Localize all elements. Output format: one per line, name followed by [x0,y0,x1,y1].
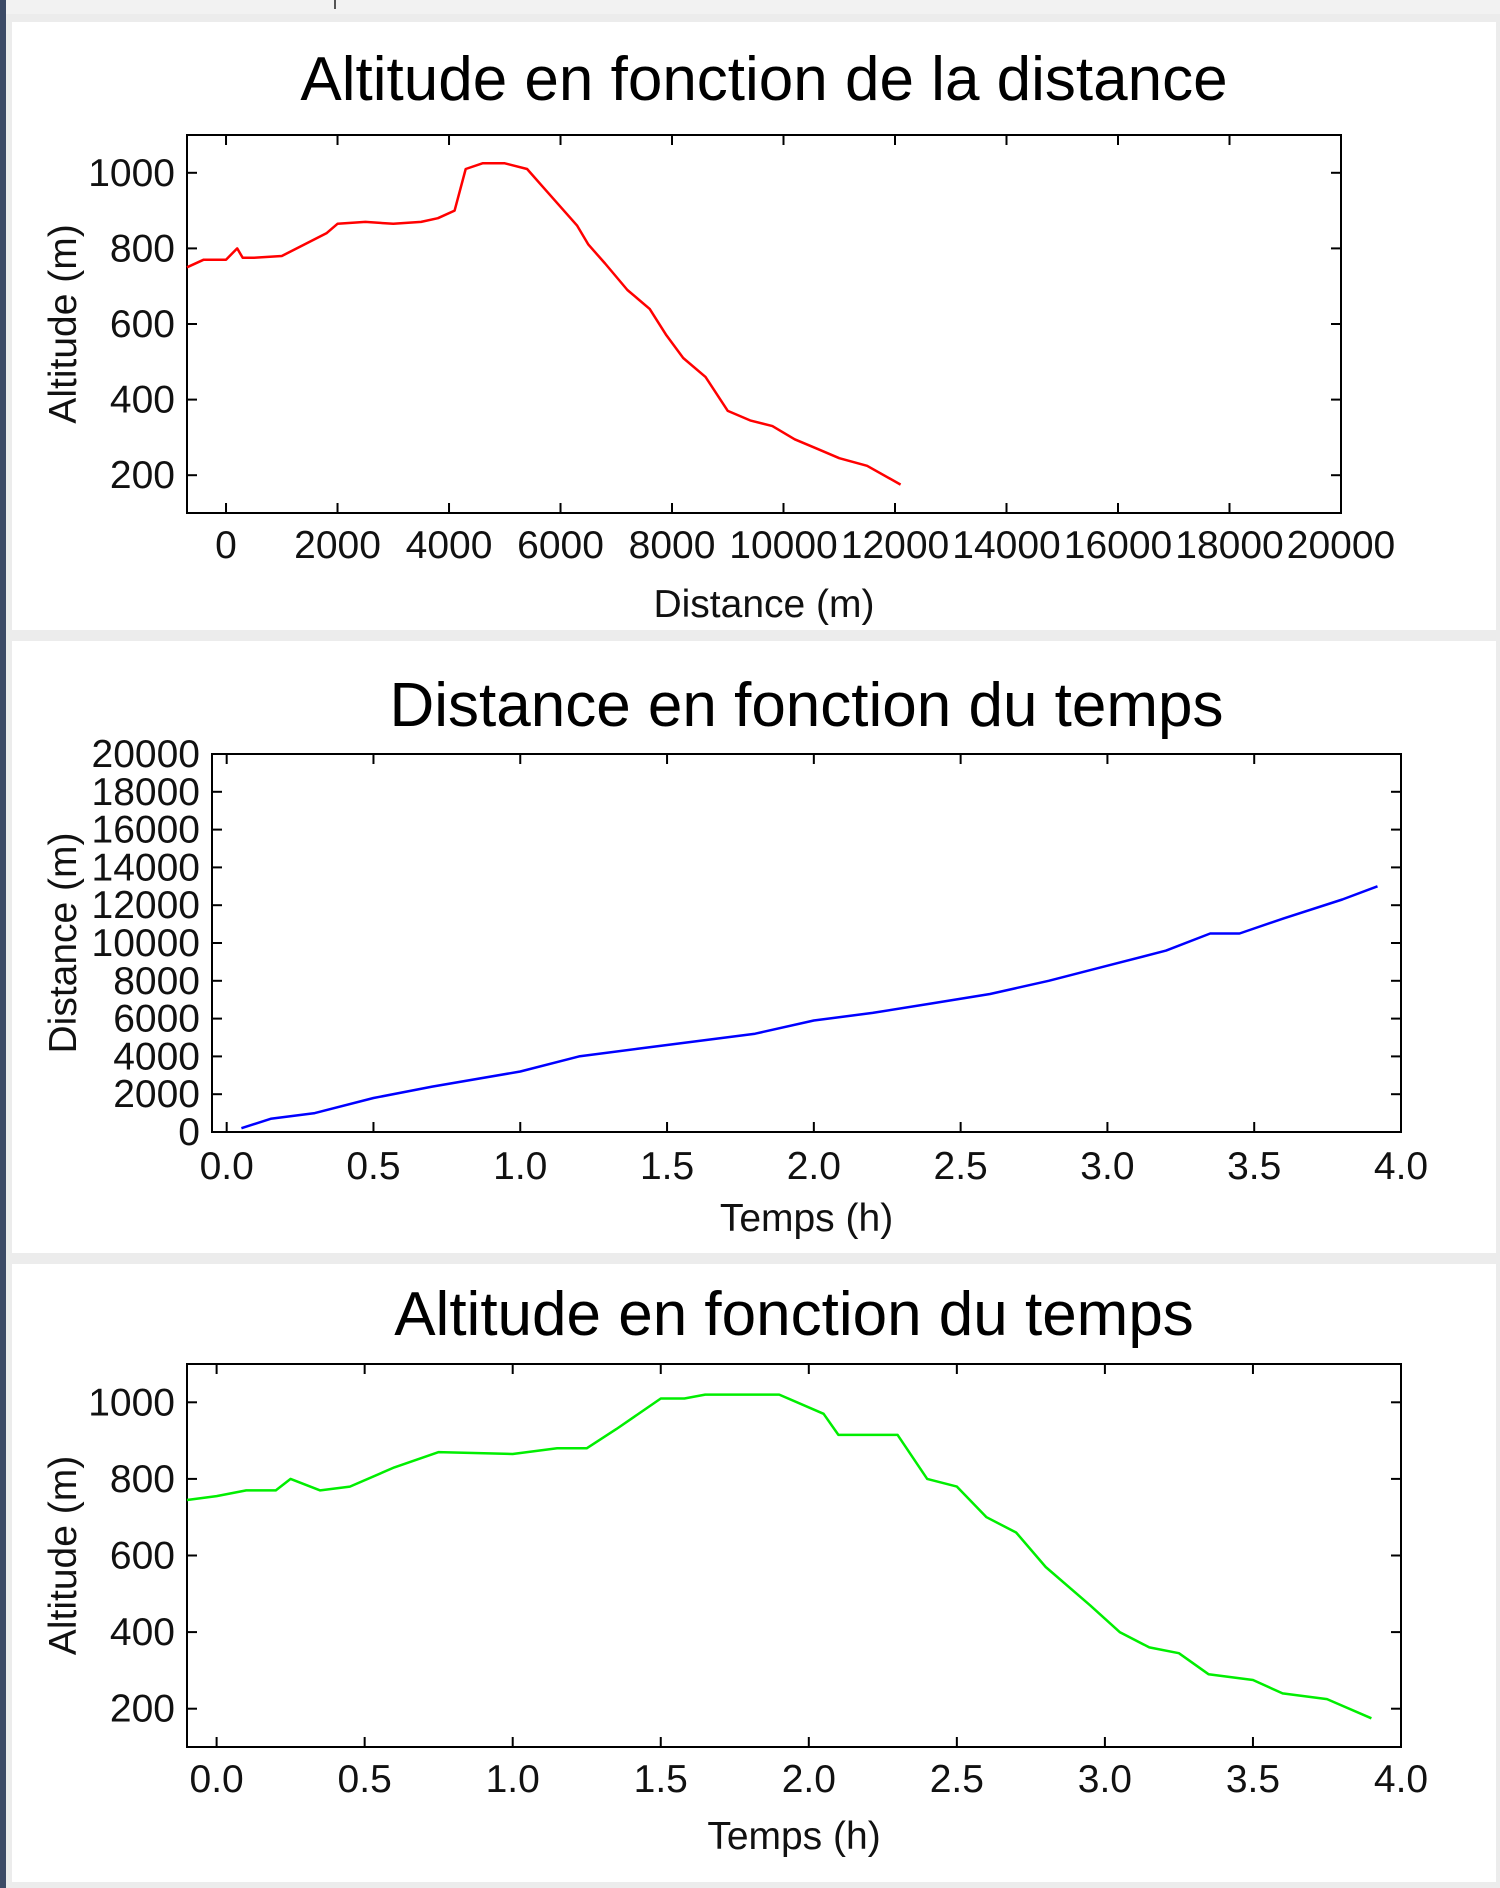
x-axis-label: Temps (h) [707,1815,880,1858]
window-left-edge [0,0,6,1888]
chart-altitude-distance: Altitude en fonction de la distance 0 2000… [42,45,1395,626]
x-tick-label: 0.5 [346,1145,400,1188]
x-tick-label: 3.0 [1080,1145,1134,1188]
chart-panel-altitude-distance: Altitude en fonction de la distance 0 2000… [12,22,1496,630]
x-tick-label: 10000 [729,524,837,567]
x-tick-label: 0.0 [190,1758,244,1801]
x-tick-label: 6000 [517,524,604,567]
plot-area-frame [211,753,1402,1133]
x-tick-label: 3.5 [1227,1145,1281,1188]
chart-title: Distance en fonction du temps [389,671,1223,740]
y-tick-label: 1000 [88,1381,175,1424]
x-axis-label: Temps (h) [720,1197,893,1240]
top-strip [6,0,1500,14]
chart-panel-distance-temps: Distance en fonction du temps 0.0 0.5 1.0 1.… [12,641,1496,1253]
y-tick-label: 4000 [113,1035,200,1078]
y-tick-label: 200 [110,454,175,497]
x-tick-label: 3.5 [1226,1758,1280,1801]
y-axis-label: Altitude (m) [42,224,85,423]
y-tick-label: 200 [110,1688,175,1731]
y-tick-label: 0 [178,1111,200,1154]
x-tick-label: 1.5 [634,1758,688,1801]
x-tick-label: 8000 [629,524,716,567]
x-tick-label: 12000 [841,524,949,567]
data-series-line [241,885,1378,1130]
x-tick-label: 0 [215,524,237,567]
y-tick-label: 400 [110,379,175,422]
y-tick-label: 14000 [92,846,200,889]
y-tick-label: 16000 [92,809,200,852]
x-tick-label: 2000 [294,524,381,567]
x-tick-label: 4.0 [1374,1758,1428,1801]
chart-title: Altitude en fonction du temps [394,1280,1194,1349]
x-tick-label: 1.5 [640,1145,694,1188]
x-tick-label: 2.5 [934,1145,988,1188]
x-tick-label: 3.0 [1078,1758,1132,1801]
data-series-line [186,162,902,486]
x-axis-label: Distance (m) [653,583,874,626]
y-tick-label: 8000 [113,960,200,1003]
y-tick-label: 12000 [92,884,200,927]
plot-area-frame [186,134,1342,514]
chart-title: Altitude en fonction de la distance [300,45,1227,114]
x-tick-label: 4.0 [1374,1145,1428,1188]
x-tick-label: 16000 [1064,524,1172,567]
x-tick-label: 2.5 [930,1758,984,1801]
y-tick-label: 6000 [113,998,200,1041]
y-tick-label: 20000 [92,733,200,776]
x-tick-label: 18000 [1175,524,1283,567]
x-tick-label: 1.0 [493,1145,547,1188]
y-tick-label: 400 [110,1611,175,1654]
y-tick-label: 600 [110,303,175,346]
y-axis-label: Distance (m) [42,832,85,1053]
y-tick-label: 800 [110,1458,175,1501]
x-tick-label: 2.0 [787,1145,841,1188]
x-tick-label: 0.5 [338,1758,392,1801]
y-tick-label: 18000 [92,771,200,814]
y-tick-label: 1000 [88,152,175,195]
chart-panel-altitude-temps: Altitude en fonction du temps 0.0 0.5 1.0 1.… [12,1264,1496,1882]
y-tick-label: 800 [110,227,175,270]
plot-area-frame [186,1363,1402,1748]
chart-distance-temps: Distance en fonction du temps 0.0 0.5 1.0 1.… [42,671,1428,1240]
top-tick-mark [334,0,336,9]
x-tick-label: 0.0 [200,1145,254,1188]
y-tick-label: 10000 [92,922,200,965]
data-series-line [186,1393,1372,1720]
x-tick-label: 2.0 [782,1758,836,1801]
y-tick-label: 2000 [113,1073,200,1116]
x-tick-label: 1.0 [486,1758,540,1801]
y-tick-label: 600 [110,1535,175,1578]
x-tick-label: 20000 [1287,524,1395,567]
x-tick-label: 14000 [952,524,1060,567]
x-tick-label: 4000 [406,524,493,567]
y-axis-label: Altitude (m) [42,1456,85,1655]
chart-altitude-temps: Altitude en fonction du temps 0.0 0.5 1.0 1.… [42,1280,1428,1858]
